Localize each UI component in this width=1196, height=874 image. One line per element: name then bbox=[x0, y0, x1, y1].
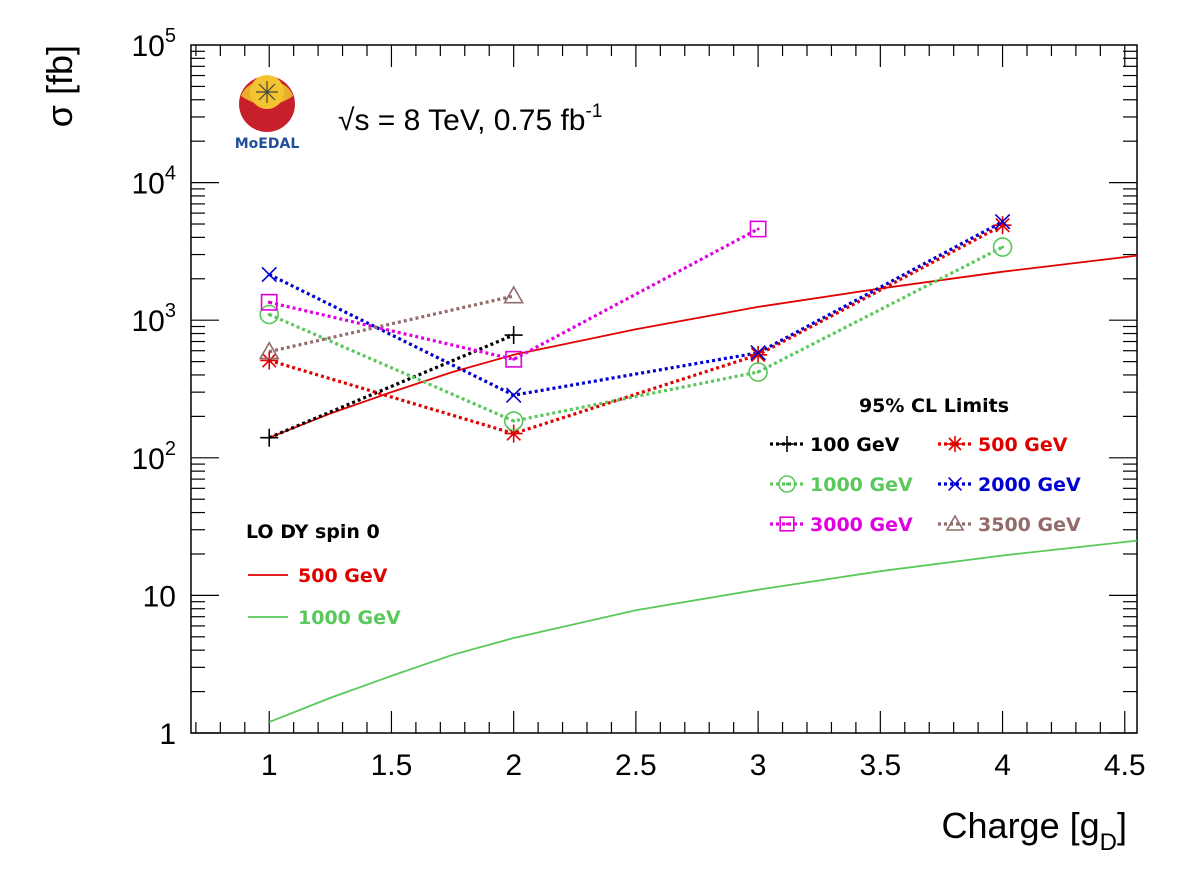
limits-legend-label: 100 GeV bbox=[810, 434, 900, 456]
x-axis-ticks: 1 1.5 2 2.5 3 3.5 4 4.5 bbox=[195, 45, 1146, 782]
y-tick-label: 105 bbox=[132, 25, 177, 63]
marker-cross bbox=[261, 266, 277, 283]
y-tick-label: 10 bbox=[143, 580, 176, 613]
limit-series-lines bbox=[268, 220, 1004, 440]
marker-circle bbox=[778, 475, 796, 493]
marker-star bbox=[948, 437, 962, 451]
marker-circle bbox=[748, 362, 768, 382]
marker-cross bbox=[505, 387, 522, 403]
energy-annotation: √s = 8 TeV, 0.75 fb-1 bbox=[338, 101, 602, 137]
theory-legend-title: LO DY spin 0 bbox=[246, 521, 380, 543]
theory-legend-label: 1000 GeV bbox=[298, 607, 401, 629]
limits-legend: 95% CL Limits 100 GeV 500 GeV 1000 GeV 2000… bbox=[770, 395, 1081, 536]
limits-legend-entry: 500 GeV bbox=[938, 434, 1068, 456]
limits-legend-label: 1000 GeV bbox=[810, 474, 913, 496]
marker-square bbox=[779, 516, 795, 532]
limits-legend-label: 3500 GeV bbox=[978, 514, 1081, 536]
limits-legend-label: 500 GeV bbox=[978, 434, 1068, 456]
limits-legend-entry: 100 GeV bbox=[770, 434, 900, 456]
limit-line bbox=[268, 245, 1004, 423]
y-axis-title: σ [fb] bbox=[39, 45, 80, 127]
marker-triangle bbox=[258, 341, 280, 360]
marker-circle bbox=[992, 237, 1013, 257]
y-axis-ticks: 1 10 102 103 104 105 bbox=[132, 25, 1137, 751]
marker-star bbox=[261, 353, 277, 368]
marker-circle bbox=[259, 304, 280, 325]
limit-line bbox=[268, 220, 1004, 397]
limits-legend-label: 3000 GeV bbox=[810, 514, 913, 536]
marker-triangle bbox=[945, 514, 965, 531]
x-axis-title: Charge [gD] bbox=[942, 805, 1127, 856]
x-tick-label: 4.5 bbox=[1104, 749, 1146, 782]
moedal-logo: MoEDAL bbox=[235, 75, 300, 152]
limit-line bbox=[268, 223, 1004, 436]
x-tick-label: 1 bbox=[261, 749, 278, 782]
marker-circle bbox=[503, 411, 524, 431]
theory-curve bbox=[268, 539, 1138, 723]
marker-square bbox=[749, 220, 767, 238]
limit-series-markers bbox=[258, 213, 1013, 447]
marker-star bbox=[995, 217, 1010, 233]
marker-circle-dot bbox=[512, 419, 516, 423]
limits-legend-title: 95% CL Limits bbox=[859, 395, 1009, 417]
logo-label: MoEDAL bbox=[235, 136, 300, 152]
theory-legend-entry: 1000 GeV bbox=[248, 607, 401, 629]
marker-square-dot bbox=[756, 227, 760, 231]
x-tick-label: 1.5 bbox=[371, 749, 413, 782]
x-tick-label: 2 bbox=[505, 749, 522, 782]
limits-legend-entry: 2000 GeV bbox=[938, 474, 1081, 496]
marker-square bbox=[260, 293, 278, 311]
marker-square-dot bbox=[512, 357, 516, 361]
x-tick-label: 4 bbox=[994, 749, 1011, 782]
limits-legend-entry: 3000 GeV bbox=[770, 514, 913, 536]
limits-legend-label: 2000 GeV bbox=[978, 474, 1081, 496]
x-tick-label: 2.5 bbox=[615, 749, 657, 782]
y-tick-label: 1 bbox=[159, 718, 176, 751]
marker-cross bbox=[750, 344, 766, 361]
marker-cross bbox=[948, 477, 962, 491]
marker-square-dot bbox=[267, 300, 271, 304]
plot-frame bbox=[190, 44, 1138, 734]
theory-legend-label: 500 GeV bbox=[298, 565, 388, 587]
theory-legend-entry: 500 GeV bbox=[248, 565, 388, 587]
y-tick-label: 103 bbox=[132, 300, 177, 338]
x-tick-label: 3 bbox=[750, 749, 767, 782]
marker-triangle bbox=[503, 285, 525, 304]
limits-legend-entry: 3500 GeV bbox=[938, 514, 1081, 536]
limits-legend-entry: 1000 GeV bbox=[770, 474, 913, 496]
marker-star bbox=[750, 347, 766, 363]
marker-cross bbox=[994, 213, 1011, 230]
limit-line bbox=[268, 294, 515, 354]
x-tick-label: 3.5 bbox=[859, 749, 901, 782]
marker-circle-dot bbox=[785, 482, 789, 486]
limit-line bbox=[268, 333, 515, 440]
marker-circle-dot bbox=[267, 313, 271, 317]
marker-circle-dot bbox=[1001, 245, 1005, 249]
y-tick-label: 104 bbox=[132, 163, 177, 201]
marker-circle-dot bbox=[756, 370, 760, 374]
theory-legend: LO DY spin 0 500 GeV 1000 GeV bbox=[246, 521, 401, 629]
marker-square-dot bbox=[785, 522, 789, 526]
y-tick-label: 102 bbox=[132, 438, 177, 476]
marker-square bbox=[505, 350, 523, 368]
